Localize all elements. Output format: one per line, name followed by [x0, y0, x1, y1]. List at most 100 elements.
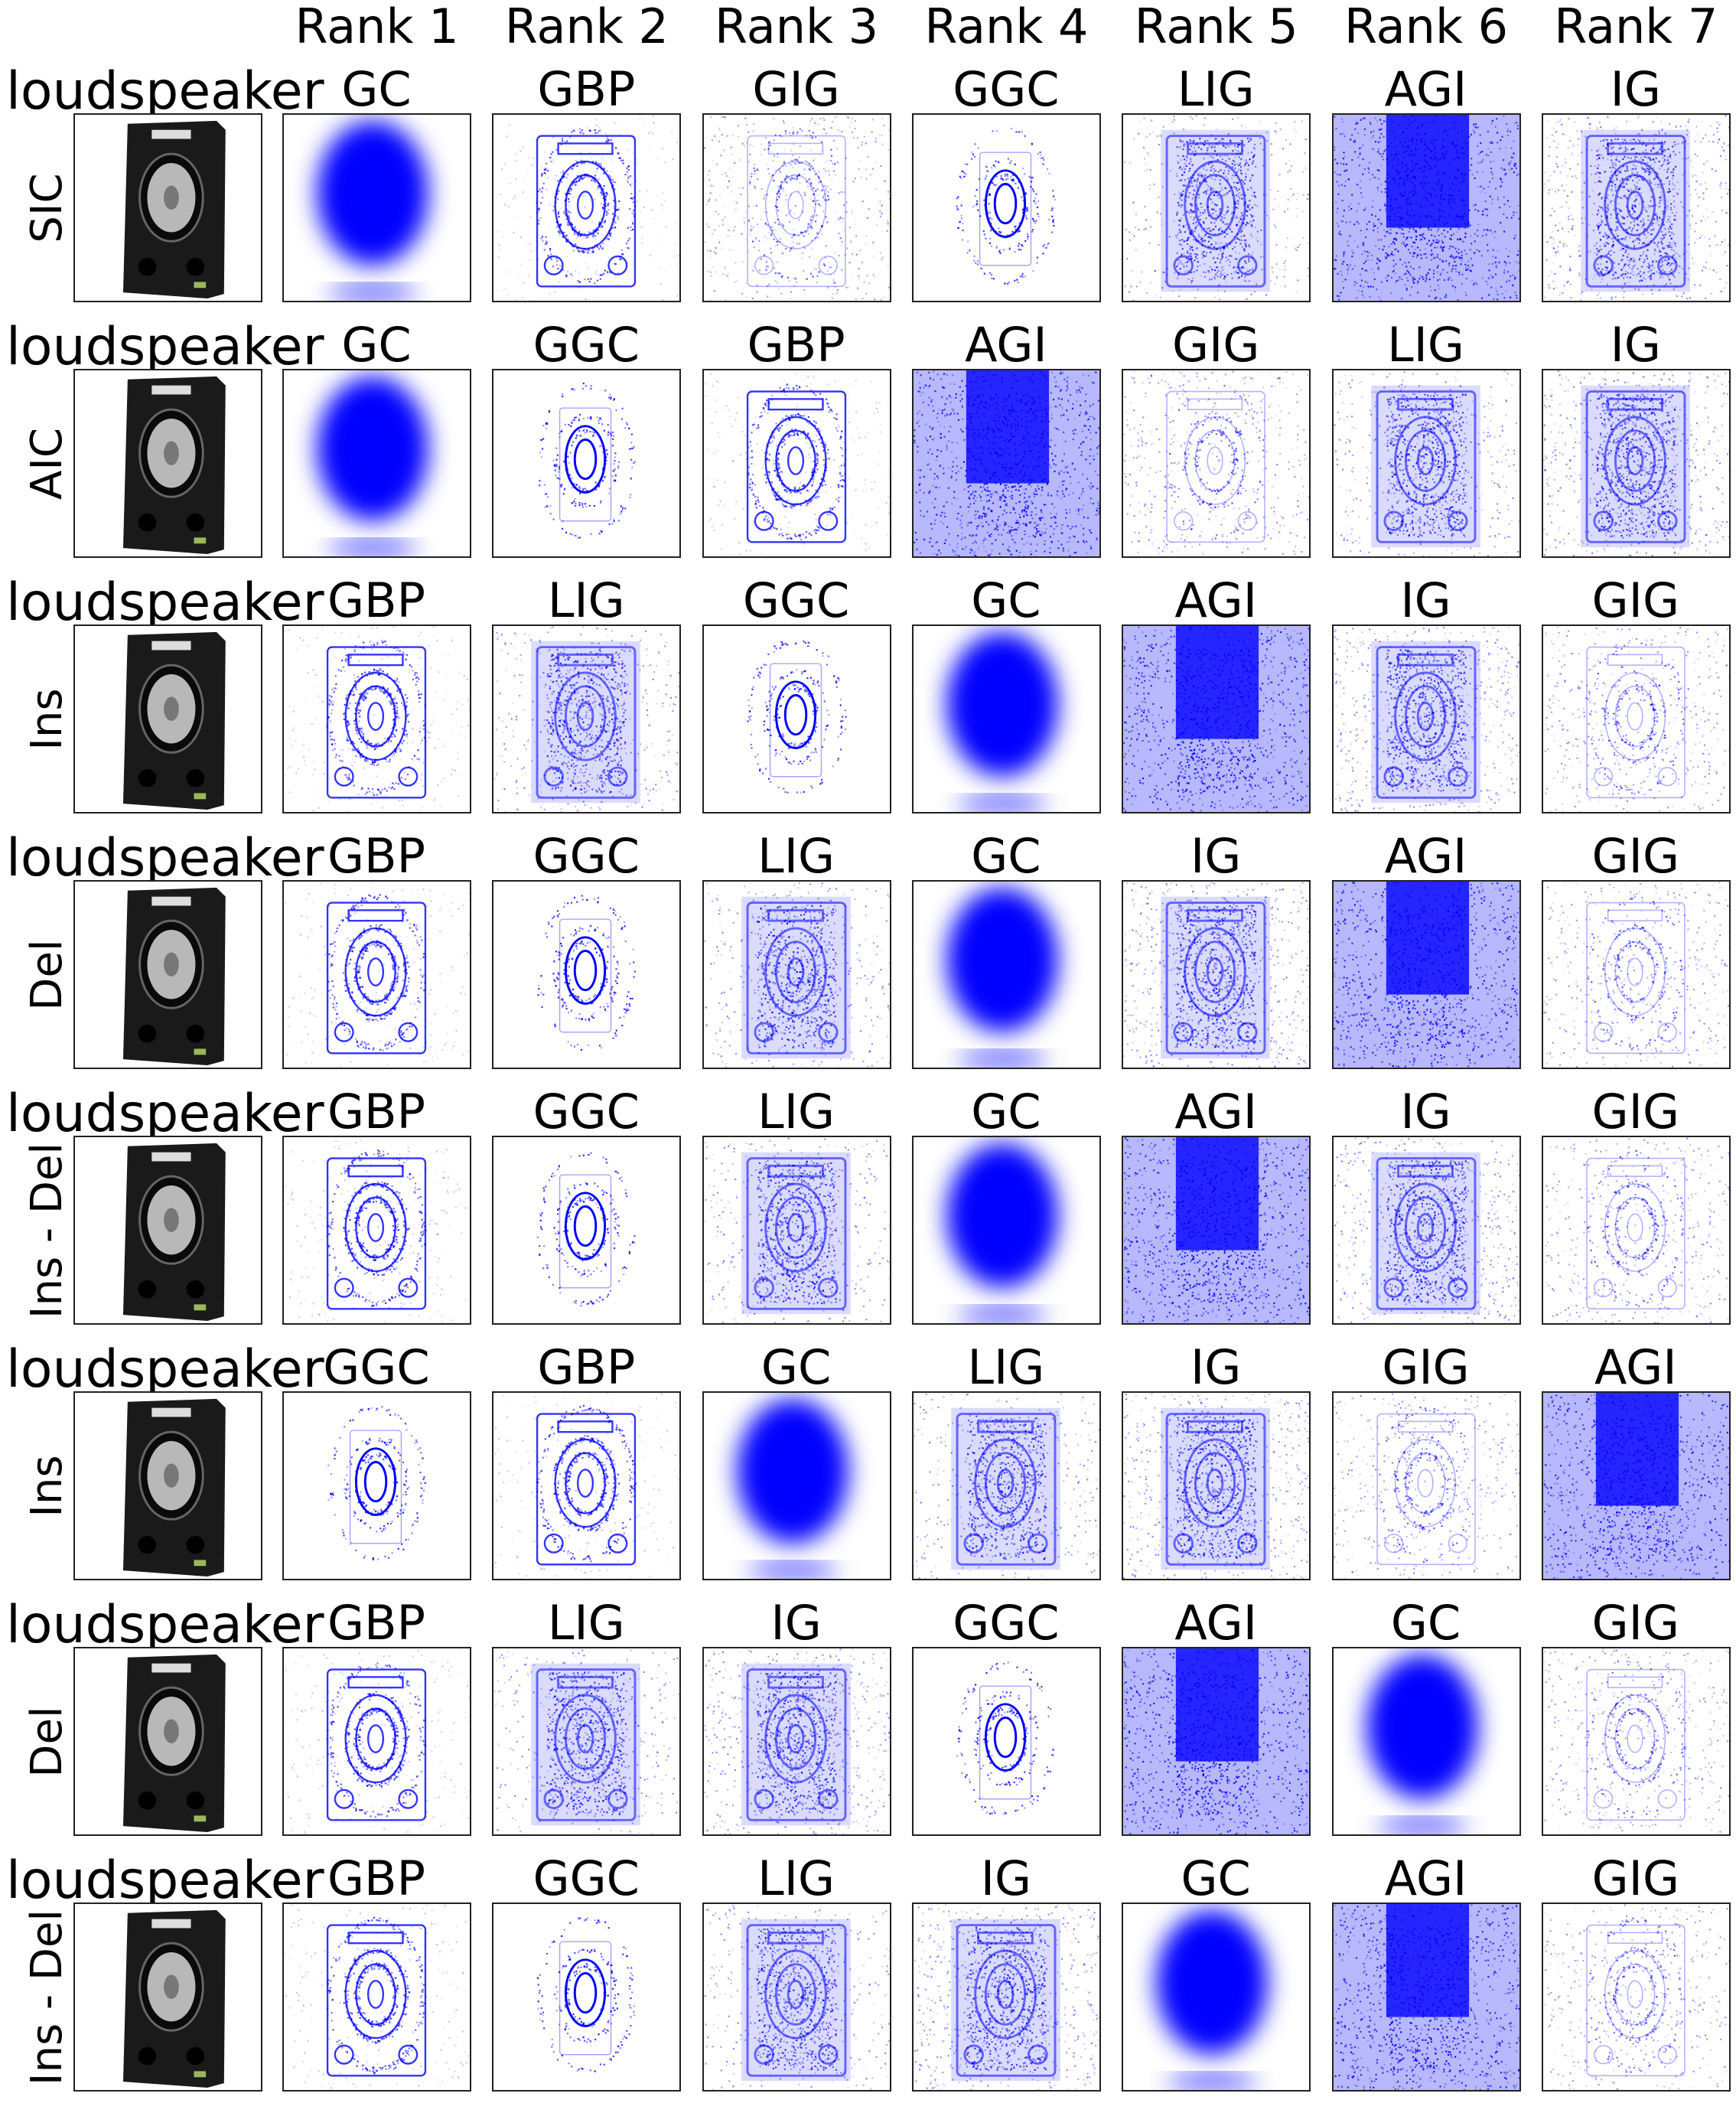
method-label: GBP — [490, 63, 682, 116]
metric-row-label: Ins — [17, 1391, 78, 1580]
method-label: GIG — [1120, 318, 1311, 372]
saliency-map-ggc — [492, 880, 682, 1069]
method-label: AGI — [1120, 1085, 1311, 1139]
saliency-map-gbp — [282, 1902, 471, 2092]
method-label: AGI — [1120, 1596, 1311, 1650]
method-label: AGI — [1330, 830, 1522, 883]
rank-header-4: Rank 4 — [899, 0, 1113, 54]
method-label: GIG — [1330, 1341, 1522, 1394]
method-label: GGC — [281, 1341, 472, 1394]
saliency-map-ggc — [492, 369, 682, 558]
metric-row-label-text: Del — [22, 939, 72, 1010]
method-label: GC — [910, 574, 1102, 628]
method-label: GGC — [910, 63, 1102, 116]
rank-header-6: Rank 6 — [1319, 0, 1533, 54]
input-image-loudspeaker — [73, 880, 262, 1069]
saliency-map-ig — [1331, 624, 1521, 813]
input-image-loudspeaker — [73, 1647, 262, 1836]
saliency-map-ig — [1541, 113, 1731, 302]
saliency-map-agi — [1122, 1136, 1311, 1325]
method-label: LIG — [1330, 318, 1522, 372]
method-label: IG — [1330, 574, 1522, 628]
class-label: loudspeaker — [6, 318, 324, 377]
method-label: LIG — [910, 1341, 1102, 1394]
saliency-map-ig — [911, 1902, 1101, 2092]
method-label: GBP — [281, 1852, 472, 1906]
saliency-map-gc — [911, 880, 1101, 1069]
saliency-map-gc — [911, 1136, 1101, 1325]
metric-row-label-text: AIC — [22, 428, 72, 500]
method-label: IG — [1540, 318, 1731, 372]
rank-header-7: Rank 7 — [1529, 0, 1736, 54]
class-label: loudspeaker — [6, 830, 324, 888]
saliency-map-gig — [1541, 624, 1731, 813]
method-label: AGI — [1540, 1341, 1731, 1394]
method-label: GBP — [281, 574, 472, 628]
method-label: GGC — [490, 1085, 682, 1139]
method-label: GC — [910, 1085, 1102, 1139]
method-label: GIG — [1540, 1596, 1731, 1650]
method-label: GIG — [1540, 830, 1731, 883]
saliency-map-gbp — [702, 369, 891, 558]
metric-row-label-text: SIC — [22, 173, 72, 243]
saliency-map-gc — [702, 1391, 891, 1580]
saliency-map-ggc — [492, 1136, 682, 1325]
method-label: GGC — [701, 574, 892, 628]
class-label: loudspeaker — [6, 574, 324, 632]
metric-row-label: Ins — [17, 624, 78, 813]
saliency-map-ig — [1122, 880, 1311, 1069]
saliency-map-agi — [1122, 1647, 1311, 1836]
method-label: GGC — [490, 830, 682, 883]
method-label: IG — [1120, 1341, 1311, 1394]
metric-row-label-text: Ins - Del — [22, 1142, 72, 1318]
method-label: GBP — [701, 318, 892, 372]
saliency-map-gbp — [282, 1647, 471, 1836]
saliency-map-agi — [1122, 624, 1311, 813]
metric-row-label: SIC — [17, 113, 78, 302]
metric-row-label: Ins - Del — [17, 1136, 78, 1325]
saliency-map-agi — [911, 369, 1101, 558]
method-label: GBP — [281, 830, 472, 883]
rank-header-5: Rank 5 — [1109, 0, 1324, 54]
method-label: GIG — [1540, 1852, 1731, 1906]
saliency-map-gbp — [282, 624, 471, 813]
method-label: IG — [1120, 830, 1311, 883]
rank-header-1: Rank 1 — [270, 0, 484, 54]
saliency-map-agi — [1331, 1902, 1521, 2092]
method-label: IG — [1330, 1085, 1522, 1139]
method-label: LIG — [701, 830, 892, 883]
saliency-map-lig — [1122, 113, 1311, 302]
saliency-map-lig — [1331, 369, 1521, 558]
method-label: AGI — [1330, 63, 1522, 116]
saliency-map-ig — [1331, 1136, 1521, 1325]
method-label: GIG — [701, 63, 892, 116]
saliency-map-ggc — [702, 624, 891, 813]
saliency-map-ggc — [911, 113, 1101, 302]
input-image-loudspeaker — [73, 624, 262, 813]
metric-row-label: AIC — [17, 369, 78, 558]
method-label: AGI — [1120, 574, 1311, 628]
saliency-map-gbp — [492, 113, 682, 302]
method-label: AGI — [910, 318, 1102, 372]
metric-row-label-text: Ins - Del — [22, 1909, 72, 2085]
input-image-loudspeaker — [73, 369, 262, 558]
saliency-map-ggc — [492, 1902, 682, 2092]
metric-row-label: Del — [17, 880, 78, 1069]
method-label: GC — [1120, 1852, 1311, 1906]
method-label: LIG — [490, 574, 682, 628]
method-label: GGC — [490, 318, 682, 372]
saliency-map-gc — [1331, 1647, 1521, 1836]
method-label: GC — [701, 1341, 892, 1394]
metric-row-label-text: Del — [22, 1706, 72, 1777]
method-label: LIG — [490, 1596, 682, 1650]
rank-header-2: Rank 2 — [480, 0, 694, 54]
saliency-map-gig — [1331, 1391, 1521, 1580]
input-image-loudspeaker — [73, 113, 262, 302]
saliency-map-lig — [911, 1391, 1101, 1580]
saliency-map-ggc — [282, 1391, 471, 1580]
method-label: GC — [910, 830, 1102, 883]
saliency-map-gc — [282, 113, 471, 302]
saliency-map-agi — [1541, 1391, 1731, 1580]
method-label: IG — [910, 1852, 1102, 1906]
